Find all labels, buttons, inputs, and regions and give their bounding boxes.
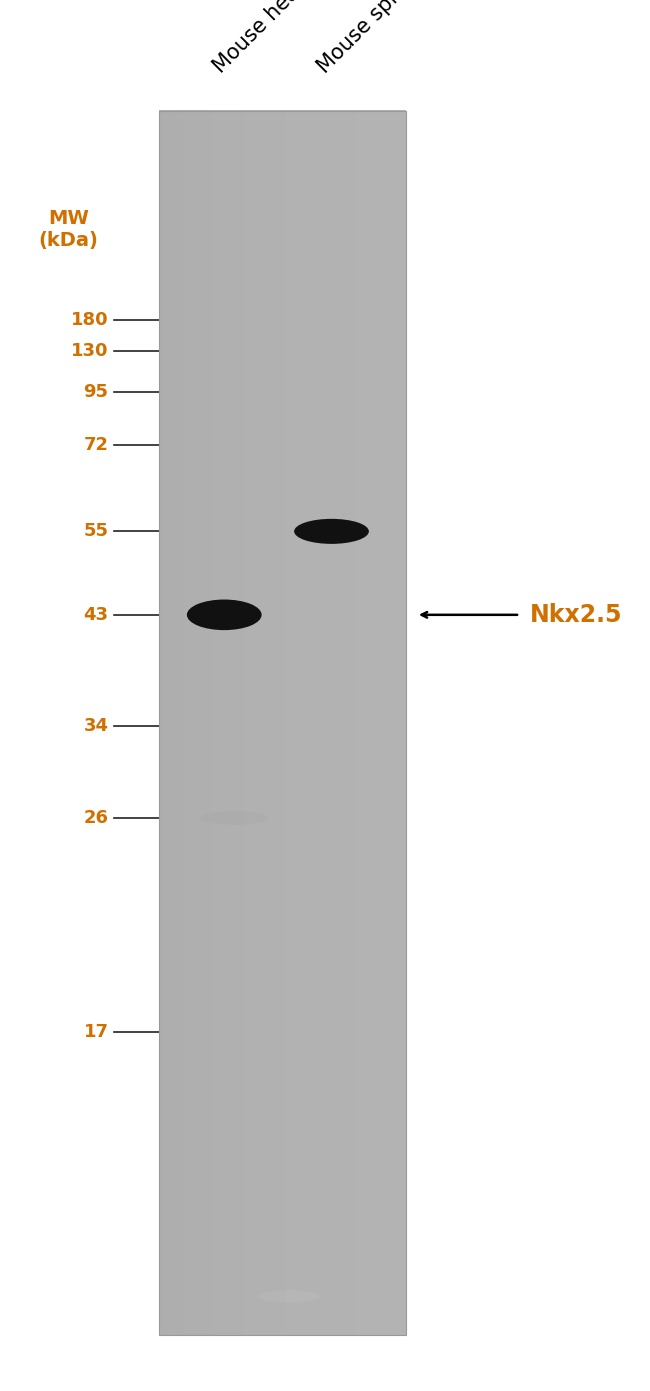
- Text: Mouse spleen: Mouse spleen: [314, 0, 430, 77]
- Ellipse shape: [259, 1291, 320, 1302]
- Ellipse shape: [294, 519, 369, 544]
- Text: 180: 180: [71, 312, 109, 328]
- Text: MW
(kDa): MW (kDa): [38, 210, 98, 250]
- Text: 17: 17: [84, 1024, 109, 1040]
- Text: 95: 95: [84, 384, 109, 401]
- Text: 130: 130: [71, 342, 109, 359]
- Ellipse shape: [187, 600, 261, 630]
- Text: 72: 72: [84, 437, 109, 453]
- Bar: [159, 111, 406, 1335]
- Ellipse shape: [200, 811, 268, 825]
- Text: 55: 55: [84, 523, 109, 540]
- Bar: [159, 111, 406, 1335]
- Text: 34: 34: [84, 718, 109, 734]
- Text: Nkx2.5: Nkx2.5: [530, 602, 622, 627]
- Text: Mouse heart: Mouse heart: [210, 0, 316, 77]
- Text: 43: 43: [84, 606, 109, 623]
- Text: 26: 26: [84, 810, 109, 826]
